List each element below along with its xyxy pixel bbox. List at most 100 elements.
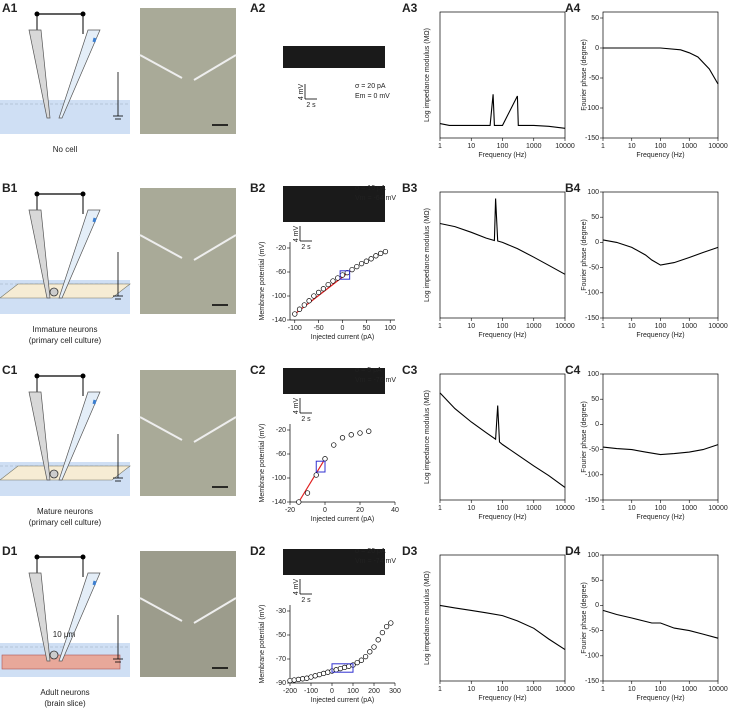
data-point [358,260,365,267]
chart: C3 1 10 100 1000 10000 Frequency (Hz) Log imped… [402,363,575,521]
scale-t: 2 s [306,102,316,109]
y-tick-label: 0 [595,239,599,246]
y-tick-label: -20 [276,427,286,434]
panel-label: C1 [2,363,18,377]
chart: C4 1 10 100 1000 10000 100 50 0 -50 -100 -150 Freque… [565,363,728,521]
photo [140,188,236,314]
y-axis-label: Fourier phase (degree) [581,219,588,291]
y-tick-label: 50 [591,15,599,22]
x-tick-label: 10 [467,143,475,150]
x-tick-label: 1000 [681,143,697,150]
photo [140,370,236,496]
x-tick-label: 1 [601,143,605,150]
x-tick-label: 100 [384,325,396,332]
x-tick-label: 1 [438,143,442,150]
y-tick-label: -60 [276,451,286,458]
x-tick-label: 10000 [708,143,728,150]
panel-label: D1 [2,544,18,558]
x-tick-label: 10 [467,505,475,512]
x-tick-label: -50 [314,325,324,332]
data-point [306,298,312,304]
plot-frame [602,373,719,501]
x-tick-label: 1 [438,505,442,512]
x-tick-label: 10 [467,686,475,693]
data-point [301,302,307,308]
caption: Adult neurons [40,688,89,697]
pipette [58,209,101,299]
y-axis-label: Membrane potential (mV) [259,242,266,321]
x-tick-label: 100 [655,323,667,330]
y-tick-label: 50 [591,214,599,221]
y-axis-label: Fourier phase (degree) [581,582,588,654]
y-tick-label: -70 [276,656,286,663]
panel-label: B1 [2,181,18,195]
y-tick-label: -60 [276,269,286,276]
x-tick-label: 1000 [681,323,697,330]
x-axis-label: Injected current (pA) [311,697,374,704]
x-tick-label: 1000 [526,686,542,693]
y-tick-label: -100 [272,475,286,482]
x-axis-label: Frequency (Hz) [478,332,526,339]
pipette [58,29,101,119]
x-tick-label: 1000 [681,505,697,512]
chart: B4 1 10 100 1000 10000 100 50 0 -50 -100 -150 Freque… [565,181,728,339]
x-tick-label: 1000 [526,505,542,512]
y-tick-label: -20 [276,245,286,252]
chart: A4 1 10 100 1000 10000 50 0 -50 -100 -150 Frequency… [565,1,728,159]
x-tick-label: 200 [368,688,380,695]
x-tick-label: 10 [628,323,636,330]
y-axis-label: Log impedance modulus (MΩ) [424,28,431,122]
x-tick-label: 100 [497,505,509,512]
y-tick-label: 100 [587,552,599,559]
noise-level: σ = 5 pA [355,367,382,374]
scale-v: 4 mV [298,84,305,101]
highlight-box [339,270,351,280]
data-point [375,637,381,643]
panel-label: A3 [402,1,418,15]
panel-label: C2 [250,363,266,377]
y-tick-label: -30 [276,608,286,615]
x-axis-label: Frequency (Hz) [636,695,684,702]
photo [140,551,236,677]
data-point [331,442,337,448]
panel-label: B2 [250,181,266,195]
data-line [602,239,719,266]
plot-frame [602,554,719,682]
x-axis-label: Injected current (pA) [311,516,374,523]
data-point [335,275,341,281]
data-line [602,444,719,456]
x-tick-label: 100 [655,143,667,150]
fit-line [298,458,326,503]
data-point [292,311,298,317]
y-tick-label: -150 [585,315,599,322]
y-axis-label: Fourier phase (degree) [581,39,588,111]
x-tick-label: 10000 [555,686,575,693]
x-tick-label: 100 [655,686,667,693]
y-axis-label: Log impedance modulus (MΩ) [424,208,431,302]
pipette [28,391,51,481]
y-tick-label: 0 [595,421,599,428]
photo-pipette [193,416,237,443]
scale-t: 2 s [301,244,311,251]
pipette [28,209,51,299]
y-tick-label: -150 [585,678,599,685]
data-point [388,620,394,626]
x-tick-label: 0 [323,507,327,514]
chart: B3 1 10 100 1000 10000 Frequency (Hz) Log imped… [402,181,575,339]
x-tick-label: 10 [628,686,636,693]
y-tick-label: 50 [591,577,599,584]
scale-v: 4 mV [293,226,300,243]
caption: Immature neurons [33,325,98,334]
x-axis-label: Frequency (Hz) [636,514,684,521]
data-line [439,198,566,275]
data-point [313,472,319,478]
plot-frame [439,11,566,139]
data-point [304,490,311,496]
data-point [379,629,386,636]
data-point [354,659,360,666]
caption: No cell [53,145,78,154]
scale-v: 4 mV [293,579,300,596]
x-axis-label: Frequency (Hz) [636,332,684,339]
